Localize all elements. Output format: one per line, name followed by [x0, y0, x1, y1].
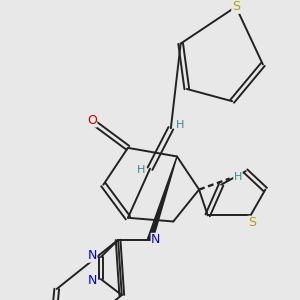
Text: O: O [87, 114, 97, 127]
Text: S: S [232, 0, 240, 13]
Text: H: H [176, 120, 184, 130]
Text: H: H [234, 172, 242, 182]
Text: N: N [87, 249, 97, 262]
Polygon shape [148, 156, 177, 241]
Text: N: N [87, 274, 97, 287]
Text: H: H [136, 165, 145, 175]
Text: S: S [248, 216, 256, 229]
Text: N: N [151, 233, 160, 246]
